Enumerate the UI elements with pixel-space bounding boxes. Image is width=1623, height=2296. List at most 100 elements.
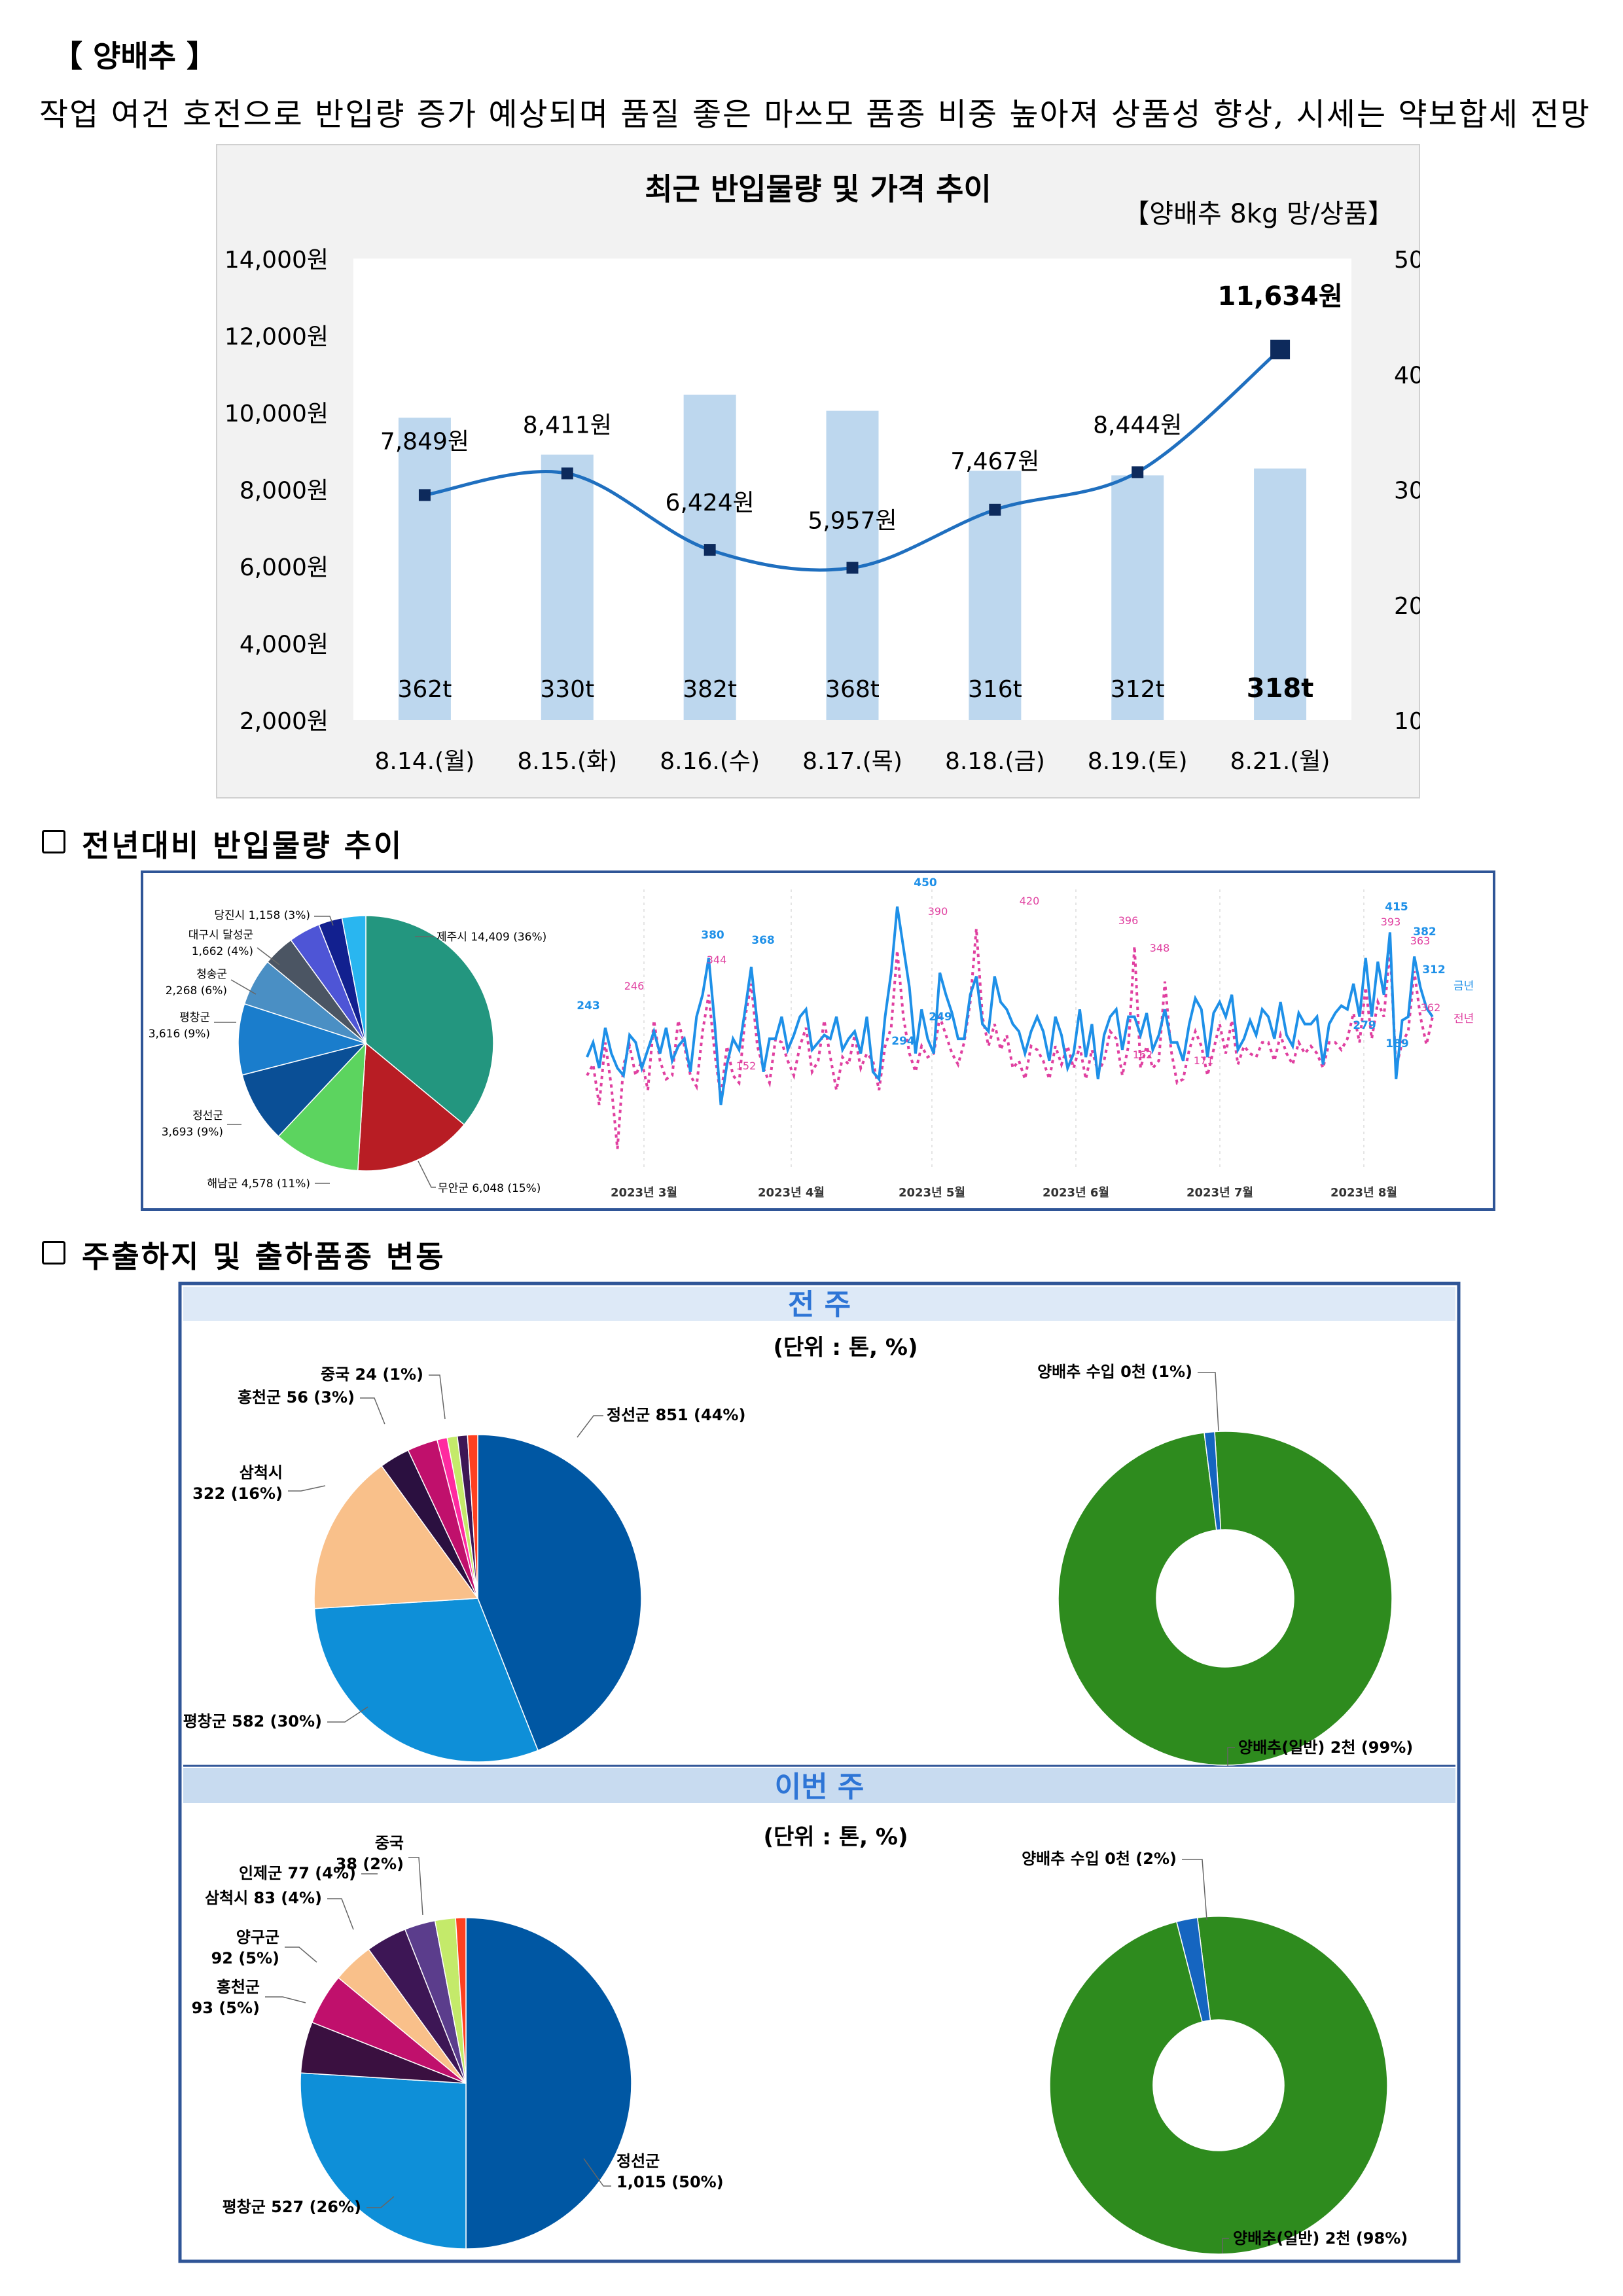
slice-label: 당진시 1,158 (3%) — [214, 909, 310, 922]
checkbox-icon — [42, 1241, 65, 1265]
pie-slice — [477, 1434, 642, 1751]
y-right-tick: 500t — [1394, 247, 1420, 274]
slice-label: 양구군 — [236, 1928, 279, 1946]
slice-label: 양배추 수입 0천 (1%) — [1037, 1363, 1192, 1381]
x-axis-label: 8.21.(월) — [1230, 748, 1330, 775]
price-label: 11,634원 — [1217, 281, 1342, 312]
annotation: 189 — [1385, 1037, 1409, 1050]
unit-note: 【양배추 8kg 망/상품】 — [1123, 199, 1394, 229]
y-left-tick: 4,000원 — [240, 632, 329, 658]
origin-pie-labels: 제주시 14,409 (36%) 무안군 6,048 (15%) 해남군 4,578… — [149, 909, 547, 1195]
pie-slice — [365, 915, 494, 1126]
leader-line — [230, 979, 257, 995]
slice-label: 3,616 (9%) — [149, 1028, 210, 1041]
price-marker — [704, 544, 716, 556]
leader-line — [327, 1706, 368, 1723]
annotation: 380 — [701, 929, 724, 942]
leader-line — [429, 1374, 446, 1420]
slice-label: 제주시 14,409 (36%) — [437, 931, 546, 944]
slice-label: 홍천군 — [217, 1978, 260, 1996]
leader-line — [418, 1160, 436, 1188]
price-label: 7,467원 — [950, 448, 1039, 475]
x-axis-label: 8.14.(월) — [375, 748, 475, 775]
slice-label: 양배추(일반) 2천 (98%) — [1233, 2229, 1408, 2248]
pie-slice — [300, 2072, 467, 2250]
this-week-variety-labels: 양배추(일반) 2천 (98%) 양배추 수입 0천 (2%) — [1022, 1850, 1408, 2253]
leader-line — [1227, 1747, 1235, 1766]
volume-label: 330t — [540, 676, 594, 703]
price-label: 7,849원 — [380, 428, 469, 455]
price-marker — [1270, 340, 1291, 360]
y-right-axis: 100t 200t 300t 400t 500t — [1394, 247, 1420, 735]
leader-line — [1182, 1859, 1207, 1920]
annotation: 249 — [929, 1011, 952, 1024]
legend-previous: 전년 — [1454, 1013, 1474, 1026]
price-markers — [418, 340, 1291, 574]
leader-line — [314, 916, 334, 926]
annotation: 152 — [736, 1060, 757, 1072]
pie-slice — [467, 1434, 478, 1599]
annotation: 162 — [1133, 1049, 1153, 1061]
price-marker — [1132, 466, 1144, 478]
leader-line — [360, 1397, 385, 1425]
annotation: 415 — [1385, 901, 1408, 914]
slice-label: 1,662 (4%) — [192, 945, 253, 958]
pie-slice — [1204, 1431, 1222, 1531]
slice-label: 평창군 527 (26%) — [223, 2198, 361, 2216]
price-label: 8,411원 — [523, 412, 612, 439]
annotation: 294 — [891, 1035, 915, 1048]
x-axis-label: 8.17.(목) — [802, 748, 902, 775]
leader-line — [1198, 1372, 1219, 1431]
prev-unit-label: (단위 : 톤, %) — [773, 1335, 918, 1361]
price-marker — [989, 503, 1001, 516]
this-week-label: 이번 주 — [775, 1770, 865, 1804]
y-left-tick: 2,000원 — [240, 708, 329, 735]
slice-label: 대구시 달성군 — [188, 929, 253, 942]
x-tick: 2023년 4월 — [758, 1186, 825, 1200]
price-label: 6,424원 — [666, 490, 755, 516]
pie-slice — [313, 1465, 479, 1609]
y-left-tick: 14,000원 — [224, 247, 329, 274]
annotation: 344 — [707, 954, 727, 966]
leader-line — [583, 2158, 611, 2187]
annotation: 390 — [928, 905, 948, 918]
slice-label: 92 (5%) — [211, 1949, 279, 1967]
y-right-tick: 300t — [1394, 478, 1420, 505]
annotation: 420 — [1020, 895, 1040, 907]
pie-slice — [1175, 1917, 1211, 2023]
this-week-origin-labels: 정선군 1,015 (50%) 평창군 527 (26%) 홍천군 93 (5%) 양구군… — [192, 1834, 724, 2216]
price-label: 8,444원 — [1093, 412, 1182, 439]
pie-slice — [357, 1042, 465, 1172]
slice-label: 인제군 77 (4%) — [239, 1864, 356, 1882]
x-axis-label: 8.15.(화) — [517, 748, 617, 775]
prev-week-label: 전 주 — [788, 1288, 851, 1321]
annotation: 382 — [1413, 925, 1436, 939]
checkbox-icon — [42, 830, 65, 853]
leader-line — [366, 2196, 395, 2208]
prev-week-variety-donut — [1058, 1431, 1393, 1766]
annotation: 393 — [1381, 916, 1401, 928]
x-axis-label: 8.16.(수) — [660, 748, 760, 775]
slice-label: 정선군 — [192, 1109, 223, 1122]
pie-slice — [241, 1042, 368, 1138]
volume-label: 316t — [968, 676, 1022, 703]
slice-label: 양배추 수입 0천 (2%) — [1022, 1850, 1177, 1868]
annotation: 450 — [914, 876, 937, 889]
yoy-panel-graphics: 제주시 14,409 (36%) 무안군 6,048 (15%) 해남군 4,578… — [149, 876, 1474, 1200]
annotation: 348 — [1150, 942, 1170, 954]
x-axis-label: 8.19.(토) — [1088, 748, 1188, 775]
leader-line — [265, 1996, 306, 2003]
yoy-section-title: 전년대비 반입물량 추이 — [82, 828, 404, 863]
slice-label: 해남군 4,578 (11%) — [207, 1177, 310, 1191]
volume-label: 368t — [825, 676, 880, 703]
volume-label: 382t — [683, 676, 737, 703]
pie-slice — [465, 1917, 632, 2250]
legend-current: 금년 — [1454, 980, 1474, 993]
slice-label: 38 (2%) — [336, 1855, 404, 1873]
slice-label: 93 (5%) — [192, 1999, 260, 2017]
slice-label: 중국 — [375, 1834, 404, 1852]
x-tick: 2023년 7월 — [1186, 1186, 1253, 1200]
slice-label: 1,015 (50%) — [616, 2173, 724, 2191]
annotation: 243 — [577, 999, 600, 1013]
yoy-grid — [643, 889, 1364, 1171]
